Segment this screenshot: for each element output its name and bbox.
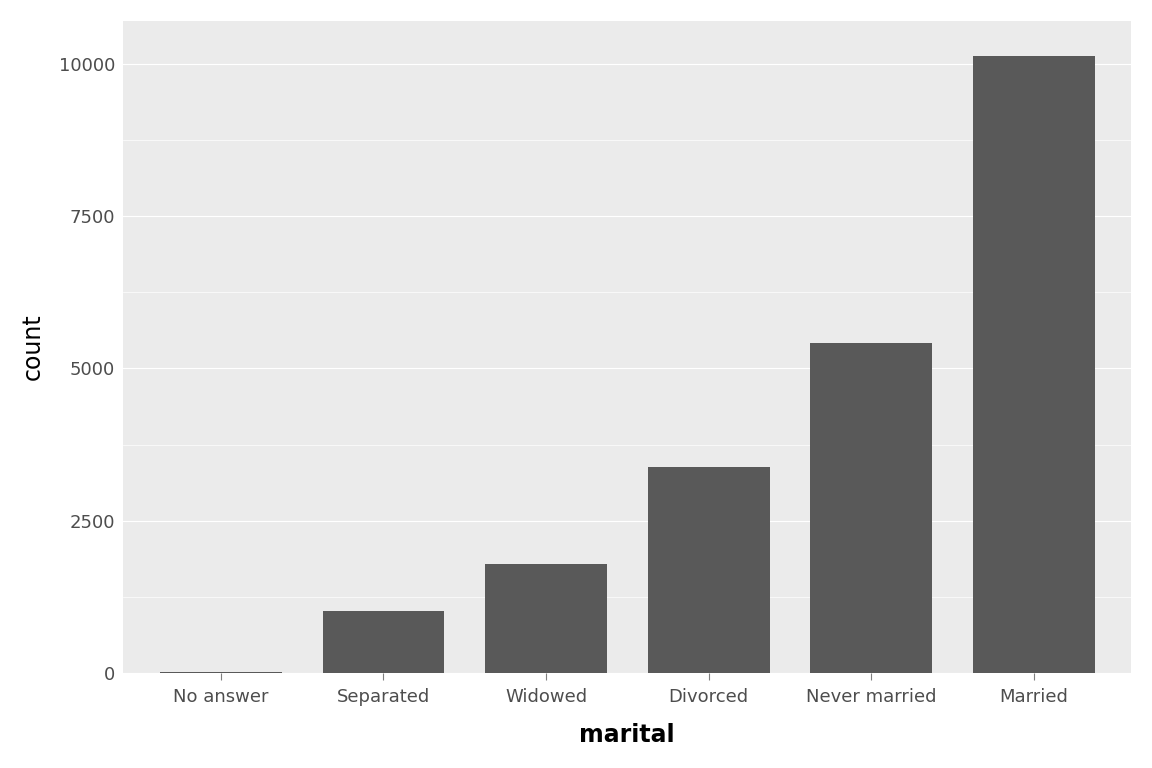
Bar — [323, 611, 445, 674]
X-axis label: marital: marital — [579, 723, 675, 747]
Bar — [810, 343, 932, 674]
Bar — [160, 672, 282, 674]
Bar — [485, 564, 607, 674]
Bar — [647, 467, 770, 674]
Y-axis label: count: count — [21, 313, 45, 380]
Bar — [972, 56, 1094, 674]
